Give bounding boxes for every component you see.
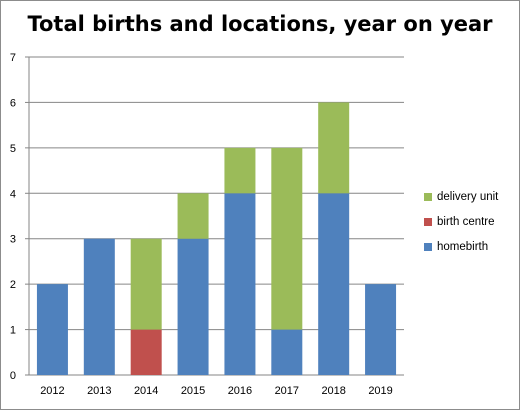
- bar-homebirth-2012: [36, 284, 68, 375]
- x-tick-label: 2012: [40, 385, 64, 397]
- x-tick-label: 2014: [134, 385, 158, 397]
- y-tick-label: 5: [10, 143, 16, 155]
- y-tick-label: 1: [10, 325, 16, 337]
- y-tick-label: 4: [10, 188, 16, 200]
- chart-legend: delivery unit birth centre homebirth: [424, 190, 516, 265]
- bar-homebirth-2013: [83, 238, 115, 375]
- chart-title: Total births and locations, year on year: [27, 12, 493, 36]
- legend-swatch: [424, 243, 432, 251]
- y-tick-label: 2: [10, 279, 16, 291]
- legend-item-delivery-unit: delivery unit: [424, 190, 516, 204]
- x-tick-label: 2017: [275, 385, 299, 397]
- legend-label: delivery unit: [437, 191, 499, 203]
- legend-item-birth-centre: birth centre: [424, 215, 516, 229]
- y-tick-label: 3: [10, 234, 16, 246]
- bar-homebirth-2019: [365, 284, 397, 375]
- bar-homebirth-2015: [177, 238, 209, 375]
- y-tick-label: 6: [10, 97, 16, 109]
- bar-delivery-unit-2017: [271, 147, 303, 330]
- x-tick-label: 2013: [87, 385, 111, 397]
- x-tick-label: 2018: [321, 385, 345, 397]
- x-tick-label: 2015: [181, 385, 205, 397]
- bar-delivery-unit-2018: [318, 102, 350, 194]
- y-tick-label: 7: [10, 52, 16, 64]
- bar-birth-centre-2014: [130, 329, 162, 375]
- bar-homebirth-2016: [224, 193, 256, 375]
- x-tick-label: 2019: [368, 385, 392, 397]
- legend-swatch: [424, 218, 432, 226]
- x-tick-label: 2016: [228, 385, 252, 397]
- y-tick-label: 0: [10, 370, 16, 382]
- bar-homebirth-2017: [271, 329, 303, 375]
- legend-label: homebirth: [437, 241, 489, 253]
- bar-delivery-unit-2016: [224, 147, 256, 194]
- bar-delivery-unit-2014: [130, 238, 162, 330]
- legend-label: birth centre: [437, 216, 495, 228]
- bar-homebirth-2018: [318, 193, 350, 375]
- legend-swatch: [424, 193, 432, 201]
- bar-delivery-unit-2015: [177, 193, 209, 239]
- legend-item-homebirth: homebirth: [424, 240, 516, 254]
